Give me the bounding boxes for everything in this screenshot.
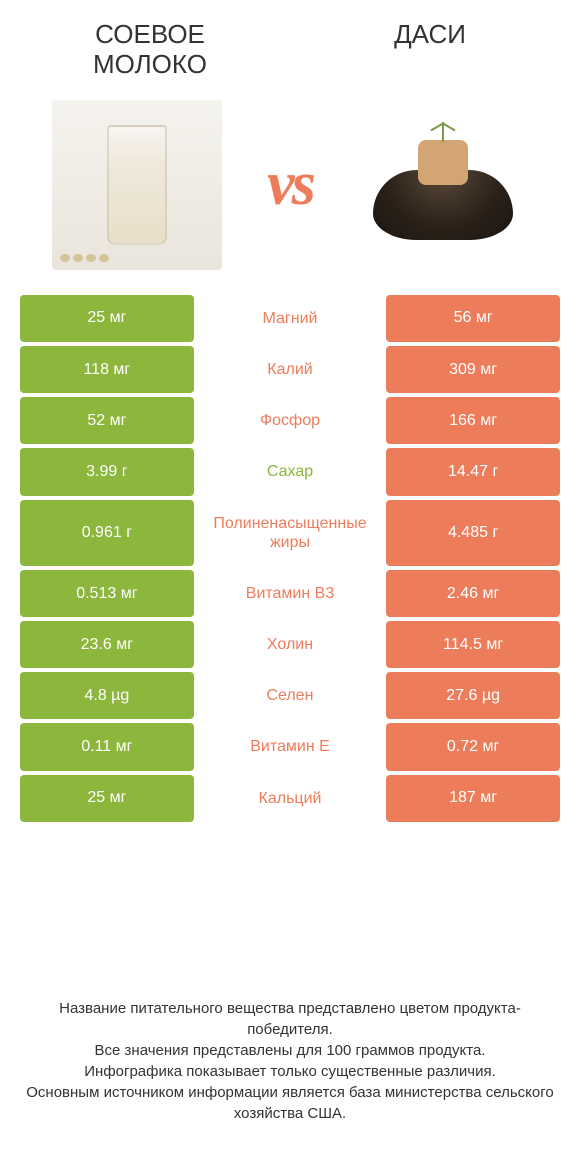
header: СОЕВОЕ МОЛОКО ДАСИ	[0, 0, 580, 90]
cell-left-value: 23.6 мг	[20, 621, 194, 668]
cell-right-value: 309 мг	[386, 346, 560, 393]
comparison-table: 25 мгМагний56 мг118 мгКалий309 мг52 мгФо…	[0, 295, 580, 826]
cell-right-value: 2.46 мг	[386, 570, 560, 617]
table-row: 25 мгКальций187 мг	[20, 775, 560, 822]
product-right-image	[358, 100, 528, 270]
table-row: 25 мгМагний56 мг	[20, 295, 560, 342]
cell-right-value: 27.6 µg	[386, 672, 560, 719]
table-row: 0.961 гПолиненасыщенные жиры4.485 г	[20, 500, 560, 566]
cell-left-value: 52 мг	[20, 397, 194, 444]
footer-line: Все значения представлены для 100 граммо…	[25, 1040, 555, 1061]
cell-right-value: 114.5 мг	[386, 621, 560, 668]
footer-line: Инфографика показывает только существенн…	[25, 1061, 555, 1082]
cell-right-value: 4.485 г	[386, 500, 560, 566]
cell-nutrient-label: Селен	[194, 672, 387, 719]
cell-left-value: 0.961 г	[20, 500, 194, 566]
cell-left-value: 25 мг	[20, 295, 194, 342]
product-left-image	[52, 100, 222, 270]
cell-right-value: 14.47 г	[386, 448, 560, 495]
cell-nutrient-label: Фосфор	[194, 397, 387, 444]
cell-right-value: 166 мг	[386, 397, 560, 444]
product-right-title: ДАСИ	[330, 20, 530, 80]
cell-right-value: 56 мг	[386, 295, 560, 342]
product-left-title: СОЕВОЕ МОЛОКО	[50, 20, 250, 80]
cell-nutrient-label: Витамин E	[194, 723, 387, 770]
table-row: 4.8 µgСелен27.6 µg	[20, 672, 560, 719]
table-row: 118 мгКалий309 мг	[20, 346, 560, 393]
table-row: 0.513 мгВитамин B32.46 мг	[20, 570, 560, 617]
vs-label: vs	[267, 149, 313, 220]
footer-line: Название питательного вещества представл…	[25, 998, 555, 1040]
cell-right-value: 0.72 мг	[386, 723, 560, 770]
cell-nutrient-label: Сахар	[194, 448, 387, 495]
cell-nutrient-label: Витамин B3	[194, 570, 387, 617]
footer-line: Основным источником информации является …	[25, 1082, 555, 1124]
footer-notes: Название питательного вещества представл…	[0, 968, 580, 1174]
table-row: 0.11 мгВитамин E0.72 мг	[20, 723, 560, 770]
cell-left-value: 0.11 мг	[20, 723, 194, 770]
cell-nutrient-label: Полиненасыщенные жиры	[194, 500, 387, 566]
cell-nutrient-label: Калий	[194, 346, 387, 393]
cell-nutrient-label: Кальций	[194, 775, 387, 822]
cell-left-value: 25 мг	[20, 775, 194, 822]
cell-left-value: 118 мг	[20, 346, 194, 393]
images-row: vs	[0, 90, 580, 295]
cell-right-value: 187 мг	[386, 775, 560, 822]
cell-nutrient-label: Магний	[194, 295, 387, 342]
table-row: 23.6 мгХолин114.5 мг	[20, 621, 560, 668]
cell-nutrient-label: Холин	[194, 621, 387, 668]
cell-left-value: 3.99 г	[20, 448, 194, 495]
table-row: 3.99 гСахар14.47 г	[20, 448, 560, 495]
table-row: 52 мгФосфор166 мг	[20, 397, 560, 444]
cell-left-value: 4.8 µg	[20, 672, 194, 719]
cell-left-value: 0.513 мг	[20, 570, 194, 617]
